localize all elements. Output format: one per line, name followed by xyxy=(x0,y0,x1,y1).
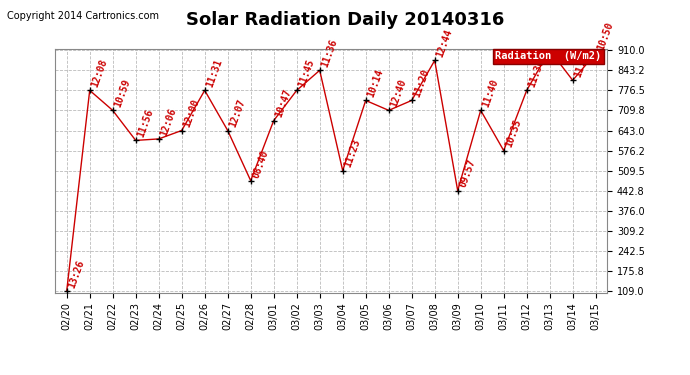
Text: 12:06: 12:06 xyxy=(159,106,178,137)
Text: 12:07: 12:07 xyxy=(228,98,247,129)
Text: Solar Radiation Daily 20140316: Solar Radiation Daily 20140316 xyxy=(186,11,504,29)
Text: 10:14: 10:14 xyxy=(366,68,385,99)
Text: 11:40: 11:40 xyxy=(481,78,500,109)
Text: 10:47: 10:47 xyxy=(274,88,293,119)
Text: 08:40: 08:40 xyxy=(250,148,270,179)
Text: 12:40: 12:40 xyxy=(388,78,408,109)
Text: 11:56: 11:56 xyxy=(136,108,155,139)
Text: 10:35: 10:35 xyxy=(504,118,523,149)
Text: 11:23: 11:23 xyxy=(343,138,362,169)
Text: Radiation  (W/m2): Radiation (W/m2) xyxy=(495,51,602,61)
Text: 11:40: 11:40 xyxy=(573,48,592,79)
Text: 11:31: 11:31 xyxy=(205,58,224,89)
Text: 10:59: 10:59 xyxy=(112,78,132,109)
Text: 12:08: 12:08 xyxy=(90,58,109,89)
Text: 12:00: 12:00 xyxy=(181,98,201,129)
Text: 13:26: 13:26 xyxy=(67,258,86,290)
Text: Copyright 2014 Cartronics.com: Copyright 2014 Cartronics.com xyxy=(7,11,159,21)
Text: 11:36: 11:36 xyxy=(526,58,546,89)
Text: 09:57: 09:57 xyxy=(457,158,477,189)
Text: 11:45: 11:45 xyxy=(297,58,316,89)
Text: 12:44: 12:44 xyxy=(435,28,454,59)
Text: 11:20: 11:20 xyxy=(412,68,431,99)
Text: 11:36: 11:36 xyxy=(319,38,339,69)
Text: 10:50: 10:50 xyxy=(595,21,615,52)
